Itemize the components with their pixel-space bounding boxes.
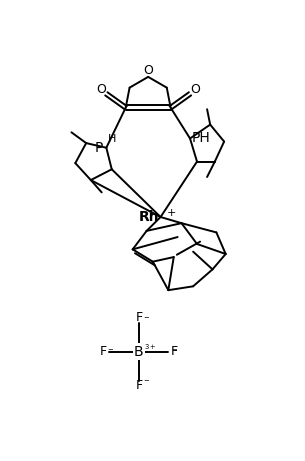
Text: +: + <box>167 208 176 218</box>
Text: F: F <box>135 379 142 392</box>
Text: $^{-}$: $^{-}$ <box>143 315 150 325</box>
Text: O: O <box>96 83 106 96</box>
Text: H: H <box>108 134 116 144</box>
Text: F: F <box>135 311 142 325</box>
Text: F: F <box>171 345 178 358</box>
Text: O: O <box>191 83 200 96</box>
Text: P: P <box>95 142 103 155</box>
Text: Rh: Rh <box>138 210 159 224</box>
Text: F: F <box>100 345 107 358</box>
Text: $^{-}$: $^{-}$ <box>171 347 178 357</box>
Text: $^{-}$: $^{-}$ <box>107 347 114 357</box>
Text: PH: PH <box>192 131 210 146</box>
Text: $^{-}$: $^{-}$ <box>143 378 150 388</box>
Text: $^{3+}$: $^{3+}$ <box>144 344 157 354</box>
Text: B: B <box>134 345 144 359</box>
Text: O: O <box>143 64 153 77</box>
